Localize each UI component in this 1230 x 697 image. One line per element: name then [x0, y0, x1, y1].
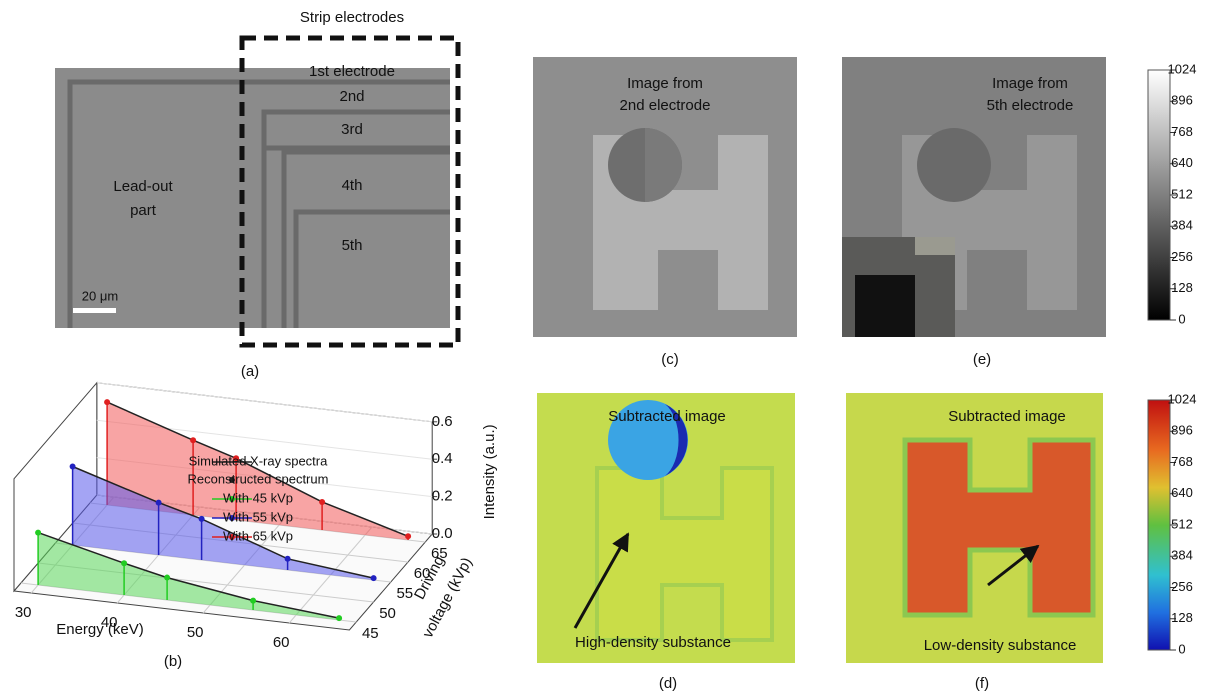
- reconstructed-point: [371, 575, 377, 581]
- colorbar-tick-label: 640: [1171, 485, 1193, 500]
- annotation: High-density substance: [575, 634, 731, 651]
- colorbar-tick-label: 0: [1178, 311, 1185, 326]
- caption: Image from: [992, 75, 1068, 92]
- colorbar-tick-label: 384: [1171, 548, 1193, 563]
- electrode-label: 5th: [342, 237, 363, 254]
- z-tick-label: 0.6: [432, 413, 453, 430]
- reconstructed-point: [164, 575, 170, 581]
- z-axis-title: Intensity (a.u.): [481, 424, 498, 519]
- colorbar: [1148, 400, 1170, 650]
- caption: 5th electrode: [987, 97, 1074, 114]
- colorbar-tick-label: 768: [1171, 124, 1193, 139]
- reconstructed-point: [121, 560, 127, 566]
- x-tick-label: 60: [273, 634, 290, 651]
- colorbar: [1148, 70, 1170, 320]
- caption: Subtracted image: [608, 408, 726, 425]
- panel-tag: (e): [973, 351, 991, 368]
- z-tick-label: 0.0: [432, 525, 453, 542]
- depth-tick-label: 50: [379, 605, 396, 622]
- scale-bar-label: 20 μm: [82, 288, 118, 303]
- colorbar-tick-label: 128: [1171, 280, 1193, 295]
- lead-out-label: Lead-out: [113, 178, 173, 195]
- inset-photo-caliper: [915, 237, 955, 255]
- panel-tag: (c): [661, 351, 679, 368]
- caption: 2nd electrode: [620, 97, 711, 114]
- figure: Strip electrodes 1st electrode 2nd 3rd 4…: [0, 0, 1230, 697]
- x-axis-title: Energy (keV): [56, 621, 144, 638]
- colorbar-tick-label: 384: [1171, 218, 1193, 233]
- disc-object: [917, 128, 991, 202]
- electrode-label: 3rd: [341, 121, 363, 138]
- legend-label: Reconstructed spectrum: [188, 471, 329, 486]
- panel-a: Strip electrodes 1st electrode 2nd 3rd 4…: [55, 9, 458, 380]
- colorbar-tick-label: 512: [1171, 186, 1193, 201]
- x-tick-label: 50: [187, 624, 204, 641]
- caption: Image from: [627, 75, 703, 92]
- colorbar-tick-label: 256: [1171, 579, 1193, 594]
- reconstructed-point: [285, 556, 291, 562]
- panel-e: Image from 5th electrode (e): [842, 57, 1106, 368]
- reconstructed-point: [336, 615, 342, 621]
- reconstructed-point: [190, 437, 196, 443]
- legend-label: Simulated X-ray spectra: [189, 453, 328, 468]
- panel-tag: (f): [975, 675, 989, 692]
- electrode-label: 2nd: [339, 88, 364, 105]
- colorbar-tick-label: 1024: [1168, 391, 1197, 406]
- colorbar-tick-label: 640: [1171, 155, 1193, 170]
- colorbar-tick-label: 896: [1171, 423, 1193, 438]
- annotation: Low-density substance: [924, 637, 1077, 654]
- panel-f: Subtracted image Low-density substance (…: [846, 393, 1103, 692]
- z-tick-label: 0.4: [432, 450, 453, 467]
- z-tick-label: 0.2: [432, 488, 453, 505]
- reconstructed-point: [104, 399, 110, 405]
- panel-b: 3040506045505560650.00.20.40.6Intensity …: [14, 383, 498, 670]
- electrode-label: 1st electrode: [309, 63, 395, 80]
- lead-out-label: part: [130, 202, 157, 219]
- legend-label: With 45 kVp: [223, 490, 293, 505]
- header: Strip electrodes: [300, 9, 404, 26]
- x-tick-label: 30: [15, 604, 32, 621]
- reconstructed-point: [156, 500, 162, 506]
- panel-c: Image from 2nd electrode (c): [533, 57, 797, 368]
- colorbar-tick-label: 256: [1171, 249, 1193, 264]
- electrode-label: 4th: [342, 177, 363, 194]
- reconstructed-point: [70, 463, 76, 469]
- panel-tag: (d): [659, 675, 677, 692]
- reconstructed-point: [35, 530, 41, 536]
- colorbar-tick-label: 0: [1178, 641, 1185, 656]
- panel-d: Subtracted image High-density substance …: [537, 393, 795, 692]
- colorbar-tick-label: 896: [1171, 93, 1193, 108]
- colorbar-tick-label: 128: [1171, 610, 1193, 625]
- colorbar-tick-label: 512: [1171, 516, 1193, 531]
- reconstructed-point: [250, 598, 256, 604]
- caption: Subtracted image: [948, 408, 1066, 425]
- panel-tag: (b): [164, 653, 182, 670]
- reconstructed-point: [405, 533, 411, 539]
- colorbar-tick-label: 768: [1171, 454, 1193, 469]
- scale-bar: [73, 308, 116, 313]
- legend-label: With 55 kVp: [223, 509, 293, 524]
- reconstructed-point: [319, 499, 325, 505]
- panel-tag: (a): [241, 363, 259, 380]
- inset-photo-sample: [855, 275, 915, 337]
- depth-tick-label: 45: [362, 625, 379, 642]
- reconstructed-point: [199, 516, 205, 522]
- colorbar-tick-label: 1024: [1168, 61, 1197, 76]
- legend-label: With 65 kVp: [223, 528, 293, 543]
